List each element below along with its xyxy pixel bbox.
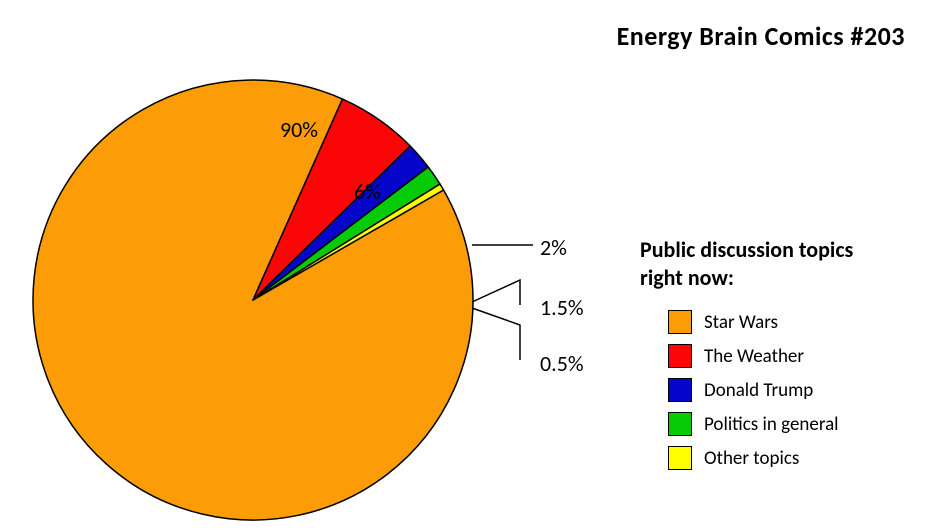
- legend-item: Politics in general: [668, 412, 839, 436]
- legend-label: The Weather: [704, 345, 804, 368]
- legend-title-line: right now:: [640, 264, 853, 292]
- legend-label: Donald Trump: [704, 379, 813, 402]
- legend-item: Other topics: [668, 446, 839, 470]
- legend-swatch: [668, 344, 692, 368]
- legend-swatch: [668, 446, 692, 470]
- leader-line: [472, 280, 520, 305]
- legend-swatch: [668, 378, 692, 402]
- legend-title: Public discussion topicsright now:: [640, 236, 853, 291]
- slice-label: 0.5%: [540, 350, 584, 377]
- leader-line: [472, 308, 520, 360]
- legend-swatch: [668, 310, 692, 334]
- legend-label: Other topics: [704, 447, 799, 470]
- slice-label: 90%: [280, 116, 318, 143]
- slice-label: 6%: [354, 178, 381, 205]
- legend-item: Donald Trump: [668, 378, 839, 402]
- legend-item: The Weather: [668, 344, 839, 368]
- slice-label: 2%: [540, 234, 567, 261]
- legend-swatch: [668, 412, 692, 436]
- legend-label: Politics in general: [704, 413, 839, 436]
- legend-title-line: Public discussion topics: [640, 236, 853, 264]
- slice-label: 1.5%: [540, 294, 584, 321]
- legend-item: Star Wars: [668, 310, 839, 334]
- legend-label: Star Wars: [704, 311, 778, 334]
- legend: Star Wars The Weather Donald Trump Politics…: [668, 310, 839, 480]
